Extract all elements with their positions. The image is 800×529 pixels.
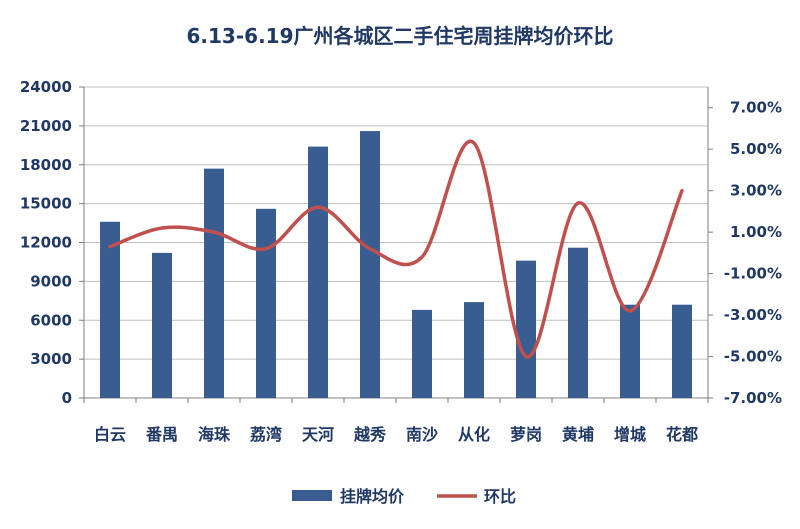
- bar: [464, 302, 484, 398]
- bar: [308, 146, 328, 398]
- x-axis-category-label: 荔湾: [249, 425, 282, 444]
- x-axis-category-label: 萝岗: [510, 425, 542, 444]
- legend-swatch-bar: [292, 490, 332, 501]
- bar: [620, 304, 640, 398]
- legend-label: 挂牌均价: [340, 487, 405, 506]
- left-axis-tick-label: 0: [62, 389, 72, 407]
- left-axis-tick-label: 9000: [30, 272, 72, 290]
- bar: [360, 131, 380, 398]
- right-axis-tick-label: -3.00%: [724, 306, 782, 324]
- right-axis-tick-label: 3.00%: [730, 182, 782, 200]
- left-axis-tick-label: 18000: [20, 156, 72, 174]
- x-axis-category-label: 天河: [302, 425, 334, 444]
- chart-title: 6.13-6.19广州各城区二手住宅周挂牌均价环比: [186, 24, 614, 48]
- left-axis-tick-label: 3000: [30, 350, 72, 368]
- left-axis-tick-label: 12000: [20, 234, 72, 252]
- left-axis-tick-label: 21000: [20, 117, 72, 135]
- x-axis-category-label: 从化: [458, 425, 490, 444]
- right-axis-tick-label: 1.00%: [730, 223, 782, 241]
- x-axis-category-label: 番禺: [145, 425, 178, 444]
- series-line-huanbi: [108, 139, 684, 359]
- bar: [568, 247, 588, 398]
- left-axis-tick-label: 6000: [30, 311, 72, 329]
- right-axis-tick-label: 7.00%: [730, 99, 782, 117]
- right-axis-tick-label: -7.00%: [724, 389, 782, 407]
- bar: [204, 168, 224, 398]
- left-axis-tick-label: 24000: [20, 78, 72, 96]
- bar: [672, 304, 692, 398]
- bar: [516, 260, 536, 398]
- x-axis-category-label: 越秀: [353, 425, 386, 444]
- right-axis-tick-label: 5.00%: [730, 140, 782, 158]
- x-axis-category-label: 花都: [666, 425, 698, 444]
- left-axis-tick-label: 15000: [20, 195, 72, 213]
- x-axis-category-label: 白云: [94, 425, 126, 444]
- x-axis-category-label: 增城: [614, 425, 646, 444]
- right-axis-tick-label: -1.00%: [724, 265, 782, 283]
- bar: [256, 208, 276, 398]
- legend-label: 环比: [484, 487, 516, 506]
- x-axis-category-label: 海珠: [198, 425, 231, 444]
- x-axis-category-label: 南沙: [406, 425, 438, 444]
- bar: [412, 309, 432, 398]
- x-axis-category-label: 黄埔: [562, 425, 594, 444]
- bar: [152, 252, 172, 398]
- bar: [100, 221, 120, 398]
- right-axis-tick-label: -5.00%: [724, 348, 782, 366]
